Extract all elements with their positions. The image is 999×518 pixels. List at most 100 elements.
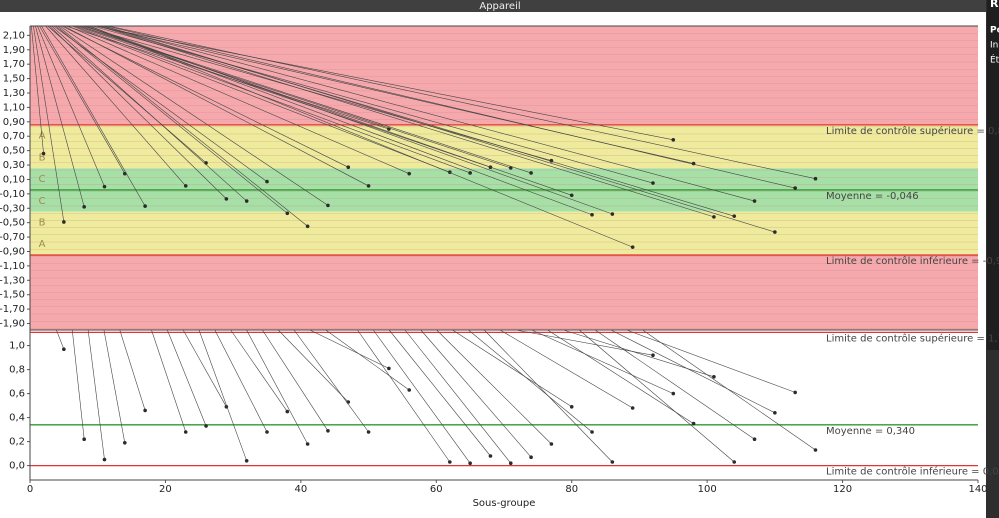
point <box>468 461 472 466</box>
trace-line <box>182 329 227 407</box>
y-tick-label: -0,50 <box>0 218 25 229</box>
trace-line <box>90 25 633 248</box>
point <box>529 171 533 175</box>
trace-line <box>63 25 369 187</box>
trace-line <box>84 25 572 196</box>
x-tick-label: 100 <box>698 484 717 495</box>
trace-line <box>436 329 552 445</box>
y-tick-label: 1,90 <box>3 45 25 56</box>
trace-line <box>71 329 85 440</box>
title-bar <box>0 0 999 12</box>
point <box>265 179 269 184</box>
point <box>773 230 777 234</box>
point <box>671 391 676 396</box>
trace-line <box>357 329 451 463</box>
trace-line <box>39 25 126 174</box>
trace-line <box>309 329 390 369</box>
trace-line <box>37 25 105 187</box>
trace-line <box>41 25 146 207</box>
point <box>265 430 269 434</box>
zone-band <box>30 211 978 256</box>
y-tick-label: 0,8 <box>9 365 25 376</box>
x-tick-label: 60 <box>430 484 443 495</box>
trace-line <box>33 25 65 222</box>
trace-line <box>499 329 633 409</box>
point <box>244 199 249 203</box>
trace-line <box>59 25 329 206</box>
point <box>407 171 412 176</box>
point <box>183 430 188 434</box>
trace-line <box>214 329 268 433</box>
y-tick-label: -1,30 <box>0 275 25 286</box>
point <box>651 181 655 185</box>
point <box>102 457 107 462</box>
trace-line <box>98 25 715 218</box>
trace-line <box>420 329 532 458</box>
side-panel-inner <box>987 0 999 350</box>
trace-line <box>55 25 288 214</box>
zone-label: B <box>39 152 46 163</box>
y-tick-label: 1,50 <box>3 74 25 85</box>
y-tick-label: -0,90 <box>0 246 25 257</box>
point <box>630 406 635 410</box>
trace-line <box>579 329 735 463</box>
y-tick-label: 0,2 <box>9 437 25 448</box>
point <box>204 424 208 428</box>
side-label: Ét <box>990 54 999 66</box>
point <box>448 460 452 464</box>
point <box>610 212 615 216</box>
point <box>569 405 574 409</box>
y-tick-label: -1,90 <box>0 319 25 330</box>
y-tick-label: 0,30 <box>3 160 25 171</box>
trace-line <box>404 329 512 464</box>
point <box>366 430 371 434</box>
point <box>244 459 249 463</box>
point <box>326 203 330 208</box>
trace-line <box>71 25 450 173</box>
trace-line <box>102 25 755 202</box>
trace-line <box>94 25 674 141</box>
point <box>305 442 310 446</box>
trace-line <box>108 25 816 180</box>
trace-line <box>92 25 654 184</box>
y-tick-label: -0,10 <box>0 189 25 200</box>
point <box>610 460 615 464</box>
side-label: Po <box>990 26 999 36</box>
point <box>569 193 574 198</box>
point <box>41 151 46 156</box>
point <box>204 161 208 165</box>
y-tick-label: 1,30 <box>3 88 25 99</box>
y-tick-label: 0,0 <box>9 461 25 472</box>
trace-line <box>49 25 227 200</box>
point <box>712 375 716 379</box>
trace-line <box>626 329 796 393</box>
point <box>813 448 818 452</box>
trace-line <box>262 329 329 431</box>
y-tick-label: -1,50 <box>0 290 25 301</box>
trace-line <box>104 25 775 233</box>
point <box>62 220 66 224</box>
trace-line <box>594 329 755 440</box>
trace-line <box>198 329 247 461</box>
trace-line <box>119 329 146 411</box>
point <box>752 437 757 442</box>
point <box>123 441 127 445</box>
x-tick-label: 140 <box>968 484 987 495</box>
y-tick-label: 0,50 <box>3 146 25 157</box>
limit-label: Limite de contrôle inférieure = 0,000 <box>826 466 999 478</box>
y-tick-label: 0,10 <box>3 174 25 185</box>
point <box>752 199 757 203</box>
trace-line <box>88 25 613 215</box>
y-tick-label: -1,10 <box>0 261 25 272</box>
point <box>630 245 635 249</box>
point <box>82 205 86 209</box>
point <box>813 176 818 181</box>
x-tick-label: 120 <box>833 484 852 495</box>
x-tick-label: 0 <box>27 484 33 495</box>
point <box>387 366 391 371</box>
point <box>326 429 330 433</box>
trace-line <box>67 25 410 174</box>
point <box>143 204 147 208</box>
y-tick-label: -0,70 <box>0 232 25 243</box>
